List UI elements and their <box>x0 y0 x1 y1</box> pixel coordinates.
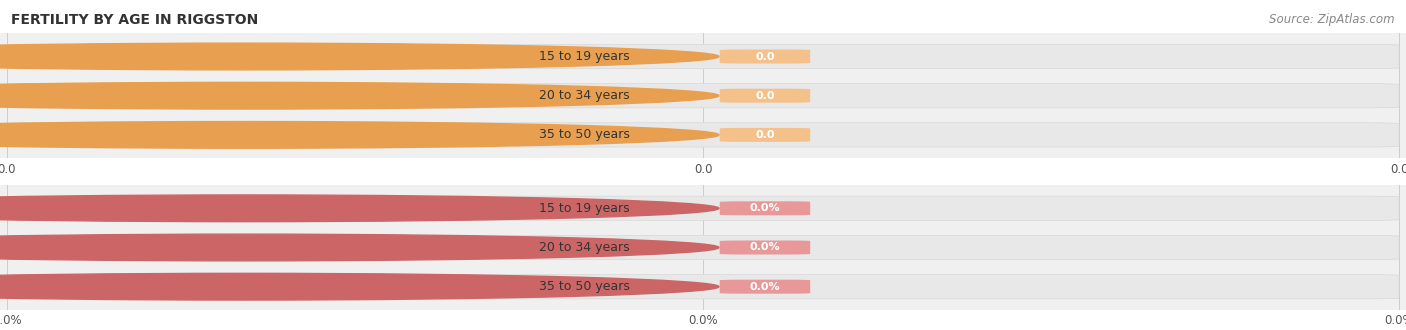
FancyBboxPatch shape <box>720 128 810 142</box>
Bar <box>7 83 1399 108</box>
Bar <box>7 235 1399 260</box>
Circle shape <box>0 43 718 70</box>
Text: 0.0%: 0.0% <box>749 243 780 252</box>
FancyBboxPatch shape <box>7 123 1399 147</box>
Circle shape <box>0 234 718 261</box>
Text: 0.0%: 0.0% <box>749 203 780 213</box>
Bar <box>7 123 1399 147</box>
FancyBboxPatch shape <box>7 235 1399 260</box>
FancyBboxPatch shape <box>720 201 810 215</box>
FancyBboxPatch shape <box>7 83 1399 108</box>
Text: 0.0: 0.0 <box>755 130 775 140</box>
Text: 35 to 50 years: 35 to 50 years <box>538 280 630 293</box>
Text: 0.0%: 0.0% <box>749 282 780 292</box>
FancyBboxPatch shape <box>7 196 1399 220</box>
Text: FERTILITY BY AGE IN RIGGSTON: FERTILITY BY AGE IN RIGGSTON <box>11 13 259 27</box>
Text: 15 to 19 years: 15 to 19 years <box>538 50 630 63</box>
Bar <box>7 275 1399 299</box>
Text: 0.0: 0.0 <box>755 51 775 61</box>
FancyBboxPatch shape <box>7 44 1399 69</box>
FancyBboxPatch shape <box>720 50 810 63</box>
Circle shape <box>0 273 718 300</box>
Text: Source: ZipAtlas.com: Source: ZipAtlas.com <box>1270 13 1395 26</box>
Text: 15 to 19 years: 15 to 19 years <box>538 202 630 215</box>
Text: 35 to 50 years: 35 to 50 years <box>538 128 630 141</box>
Text: 20 to 34 years: 20 to 34 years <box>538 89 630 102</box>
FancyBboxPatch shape <box>720 280 810 294</box>
Bar <box>7 196 1399 220</box>
FancyBboxPatch shape <box>720 241 810 254</box>
Text: 0.0: 0.0 <box>755 91 775 101</box>
Text: 20 to 34 years: 20 to 34 years <box>538 241 630 254</box>
Circle shape <box>0 82 718 109</box>
Bar <box>7 44 1399 69</box>
Circle shape <box>0 195 718 222</box>
FancyBboxPatch shape <box>7 275 1399 299</box>
FancyBboxPatch shape <box>720 89 810 103</box>
Circle shape <box>0 121 718 148</box>
